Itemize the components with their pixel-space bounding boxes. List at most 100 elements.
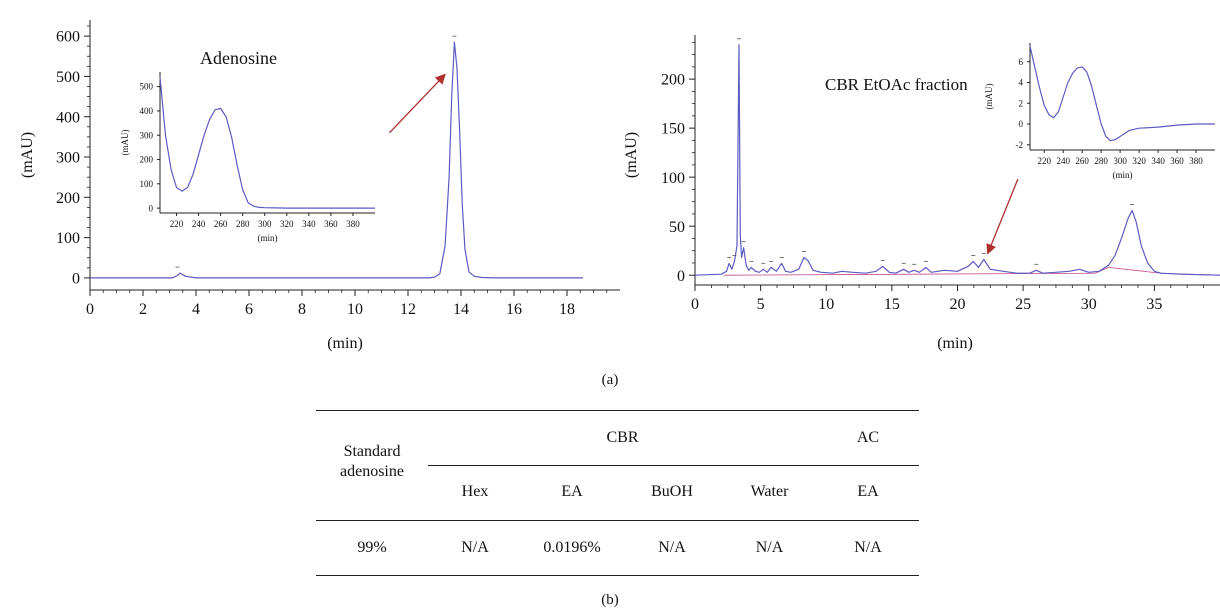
adenosine-y-axis-label: (mAU) [19, 132, 36, 178]
cbr-fraction-inset-series-line-point [1077, 67, 1078, 68]
cbr-fraction-x-tick-label: 25 [1015, 296, 1031, 313]
cbr-fraction-inset-series-line-point [1110, 140, 1111, 141]
adenosine-series-line-point [468, 271, 469, 272]
cbr-fraction-series-line-point [1180, 274, 1181, 275]
adenosine-series-line-point [434, 277, 435, 278]
cbr-fraction-inset-series-line-point [1044, 105, 1045, 106]
cbr-fraction-series-line-point [1128, 218, 1129, 219]
cbr-fraction-y-tick-label: 100 [661, 170, 685, 187]
table-bottom-rule [316, 575, 919, 576]
table-top-rule [316, 410, 919, 411]
adenosine-series-line-point [474, 276, 475, 277]
cbr-fraction-series-line-point [1088, 272, 1089, 273]
cbr-fraction-series-line-point [889, 272, 890, 273]
cbr-fraction-series-line-point [1068, 271, 1069, 272]
cbr-fraction-series-line-point [832, 273, 833, 274]
adenosine-series-line-point [482, 277, 483, 278]
cbr-fraction-series-line-point [781, 263, 782, 264]
cbr-fraction-series-line-point [813, 270, 814, 271]
adenosine-y-tick-label: 0 [72, 271, 80, 288]
cbr-fraction-inset-y-tick-label: -2 [1016, 140, 1024, 150]
adenosine-x-tick-label: 12 [400, 301, 416, 318]
cbr-fraction-inset-series-line [1029, 45, 1215, 142]
adenosine-inset-series-line-point [275, 207, 276, 208]
cbr-fraction-series-line-point [1055, 272, 1056, 273]
adenosine-inset-series-line-point [187, 187, 188, 188]
cbr-fraction-series-line-point [738, 44, 739, 45]
cbr-fraction-series-line-point [1003, 271, 1004, 272]
cbr-fraction-series-line-point [990, 269, 991, 270]
table-cell-ac-ea: N/A [854, 539, 882, 556]
adenosine-x-tick-label: 4 [192, 301, 200, 318]
adenosine-series-line-point [429, 277, 430, 278]
cbr-fraction-series-line-point [721, 274, 722, 275]
cbr-fraction-inset-series-line-point [1195, 123, 1196, 124]
cbr-fraction-series-line-point [731, 269, 732, 270]
cbr-fraction-inset-x-axis-label: (min) [1113, 170, 1133, 180]
cbr-fraction-series-line-point [908, 272, 909, 273]
cbr-fraction-series-line-point [736, 245, 737, 246]
cbr-fraction-title: CBR EtOAc fraction [825, 75, 968, 94]
adenosine-y-tick-label: 500 [56, 69, 80, 86]
cbr-fraction-series-line-point [957, 271, 958, 272]
cbr-fraction-x-tick-label: 15 [884, 296, 900, 313]
cbr-fraction-y-tick-label: 150 [661, 121, 685, 138]
table-group-cbr: CBR [606, 429, 639, 446]
cbr-fraction-series-line-point [798, 269, 799, 270]
table-cell-hex: N/A [461, 539, 489, 556]
adenosine-inset-y-tick-label: 200 [140, 155, 154, 165]
adenosine-series-line-point [459, 132, 460, 133]
adenosine-inset-series-line-point [170, 169, 171, 170]
adenosine-y-tick-label: 300 [56, 150, 80, 167]
panel-label-a: (a) [601, 372, 619, 388]
cbr-fraction-series-line-point [1154, 271, 1155, 272]
cbr-fraction-inset-x-tick-label: 320 [1132, 156, 1146, 166]
adenosine-inset-x-tick-label: 360 [324, 219, 338, 229]
cbr-fraction-series-line-point [1036, 270, 1037, 271]
cbr-fraction-series-line-point [763, 269, 764, 270]
cbr-fraction-inset-series-line-point [1124, 133, 1125, 134]
cbr-fraction-series-line-point [1099, 271, 1100, 272]
adenosine-inset-x-tick-label: 260 [214, 219, 228, 229]
cbr-fraction-series-line-point [914, 270, 915, 271]
cbr-fraction-x-tick-label: 20 [950, 296, 966, 313]
adenosine-inset-series-line-point [242, 189, 243, 190]
cbr-fraction-series-line-point [1029, 273, 1030, 274]
adenosine-inset-y-tick-label: 500 [140, 82, 154, 92]
results-table: Standard adenosine CBR AC Hex EA BuOH Wa… [316, 410, 919, 576]
cbr-fraction-inset-y-tick-label: 4 [1019, 78, 1024, 88]
cbr-fraction-inset-series-line-point [1067, 82, 1068, 83]
cbr-fraction-series-line-point [743, 247, 744, 248]
adenosine-x-tick-label: 10 [347, 301, 363, 318]
cbr-fraction-inset-y-tick-label: 0 [1019, 119, 1024, 129]
cbr-fraction-series-line-point [1141, 245, 1142, 246]
adenosine-series-line-point [445, 245, 446, 246]
cbr-fraction-series-line-point [1121, 237, 1122, 238]
adenosine-inset-series-line-point [259, 207, 260, 208]
cbr-fraction-series-line-point [967, 266, 968, 267]
adenosine-x-tick-label: 0 [86, 301, 94, 318]
adenosine-inset-y-tick-label: 300 [140, 130, 154, 140]
adenosine-inset-series-line-point [374, 208, 375, 209]
cbr-fraction-inset-x-tick-label: 380 [1189, 156, 1203, 166]
cbr-fraction-inset-series-line-point [1053, 117, 1054, 118]
cbr-fraction-series-line-point [1160, 273, 1161, 274]
adenosine-inset-y-tick-label: 400 [140, 106, 154, 116]
adenosine-inset-x-tick-label: 280 [236, 219, 250, 229]
cbr-fraction-series-line-point [931, 272, 932, 273]
adenosine-inset-series-line-point [204, 135, 205, 136]
adenosine-inset-series-line-point [176, 187, 177, 188]
adenosine-inset-x-tick-label: 240 [192, 219, 206, 229]
cbr-fraction-series-line-point [755, 271, 756, 272]
panel-label-b: (b) [601, 592, 619, 608]
cbr-fraction-y-tick-label: 50 [669, 219, 685, 236]
adenosine-inset-series-line-point [237, 165, 238, 166]
table-group-ac: AC [856, 429, 880, 446]
adenosine-series-line-point [492, 277, 493, 278]
adenosine-inset-series-line-point [220, 108, 221, 109]
adenosine-inset-series-line-point [226, 116, 227, 117]
cbr-fraction-series-line-point [1042, 273, 1043, 274]
cbr-fraction-series-line-point [785, 271, 786, 272]
adenosine-inset-series-line-point [209, 119, 210, 120]
